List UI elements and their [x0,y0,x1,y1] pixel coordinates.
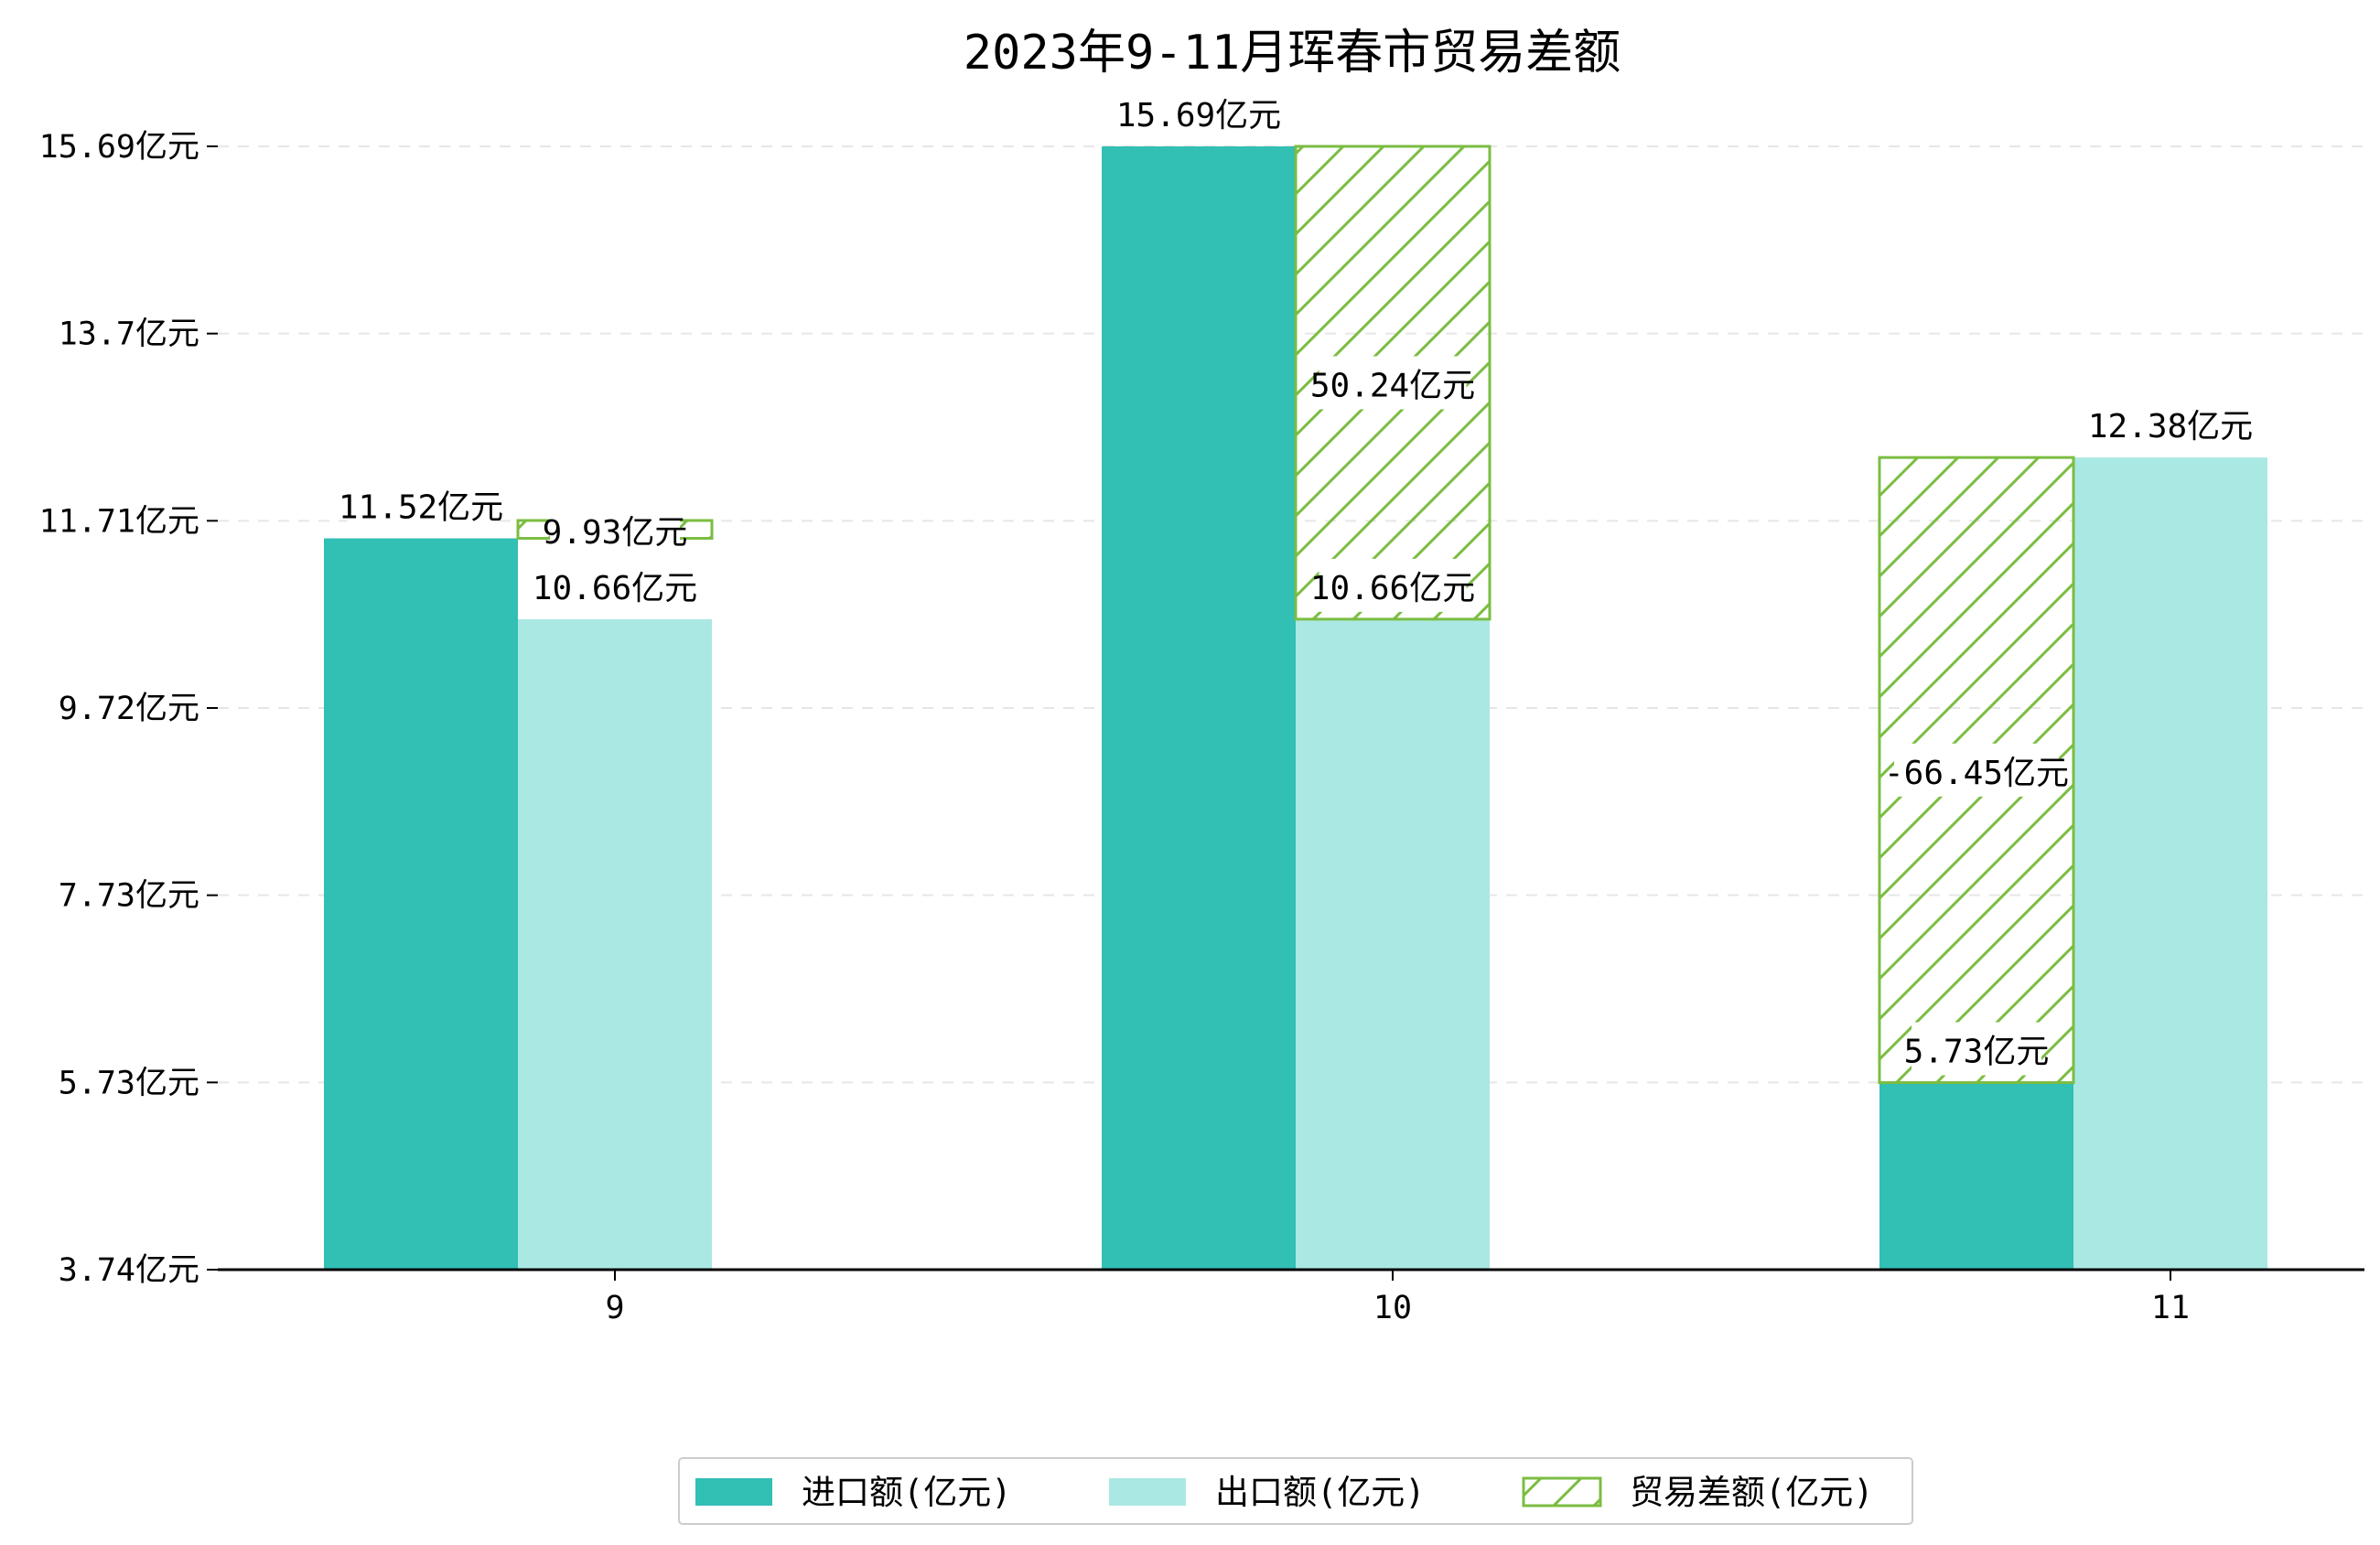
legend-label: 贸易差额(亿元) [1630,1473,1874,1512]
import-value-label-bg [347,477,495,531]
export-value-label-bg [1319,558,1467,612]
import-bar [324,538,518,1270]
import-value-label: 5.73亿元 [1904,1034,2050,1071]
import-value-label: 15.69亿元 [1116,97,1281,134]
export-bar [518,618,712,1270]
x-tick-label: 11 [2151,1290,2190,1326]
balance-value-label: 9.93亿元 [543,514,688,552]
legend-swatch [1109,1478,1186,1506]
balance-value-label-bg [1319,356,1467,410]
export-bar [1296,618,1490,1270]
import-value-label: 11.52亿元 [339,489,503,527]
y-tick-label: 15.69亿元 [39,129,199,166]
balance-value-label-bg [1894,743,2059,797]
import-bar [1879,1082,2073,1270]
balance-value-label: 50.24亿元 [1310,367,1475,404]
export-value-label-bg [541,558,689,612]
x-tick-label: 10 [1373,1290,1412,1326]
y-tick-label: 13.7亿元 [59,317,199,353]
import-value-label-bg [1125,86,1273,139]
y-tick-label: 3.74亿元 [59,1252,199,1289]
legend-box [678,1457,1913,1525]
import-value-label-bg [1912,1022,2041,1076]
export-value-label: 10.66亿元 [533,570,697,607]
y-tick-label: 9.72亿元 [59,691,199,727]
export-value-label-bg [2096,397,2245,451]
export-value-label: 12.38亿元 [2088,408,2253,445]
legend-swatch [695,1478,772,1506]
export-value-label: 10.66亿元 [1310,570,1475,607]
balance-value-label: -66.45亿元 [1884,755,2069,792]
y-tick-label: 5.73亿元 [59,1065,199,1101]
legend-swatch [1522,1476,1602,1507]
legend-label: 出口额(亿元) [1215,1473,1426,1512]
x-tick-label: 9 [605,1290,624,1326]
export-bar [2073,457,2267,1270]
y-tick-label: 11.71亿元 [39,503,199,540]
legend-label: 进口额(亿元) [802,1473,1012,1512]
y-tick-label: 7.73亿元 [59,878,199,915]
import-bar [1102,146,1296,1270]
balance-value-label-bg [550,502,680,556]
chart-title: 2023年9-11月珲春市贸易差额 [964,26,1621,80]
